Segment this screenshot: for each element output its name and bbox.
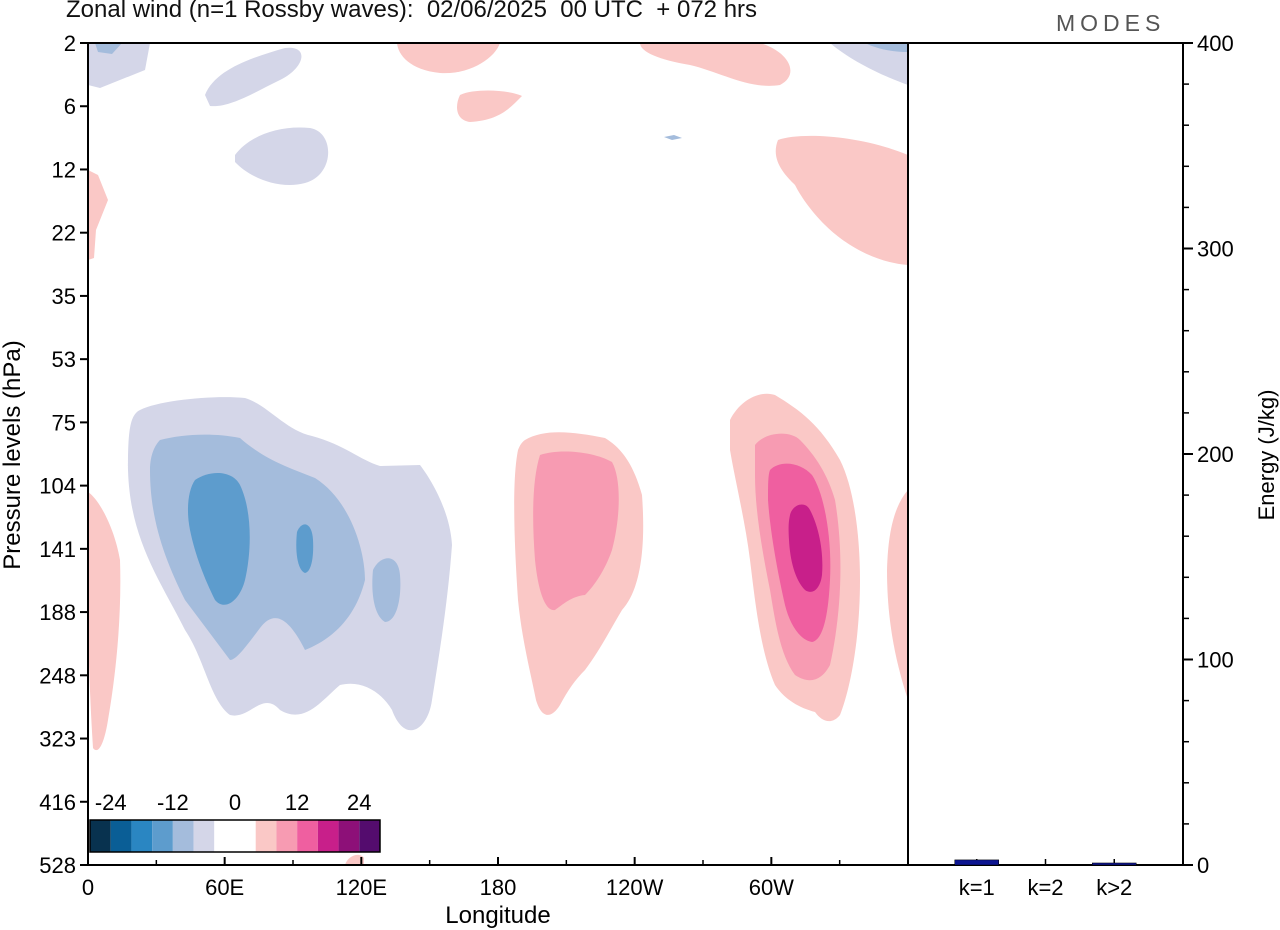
contour-top-right-blue [830,43,908,85]
y-tick-label: 188 [39,600,76,625]
colorbar-swatch [317,820,339,852]
contour-blue-core-small [296,524,314,573]
colorbar-swatch [338,820,360,852]
colorbar-swatch [152,820,173,852]
contour-right-edge-pink [887,490,908,700]
colorbar-swatch [255,820,277,852]
contour-top-pink-3 [640,43,791,86]
energy-x-label: k=2 [1027,875,1063,900]
energy-axes: 0 100 200 300 400 [1183,31,1234,878]
colorbar-swatch [131,820,153,852]
contour-upper-blue-2 [235,127,329,186]
contour-field [88,43,908,865]
colorbar-label: -24 [95,790,127,815]
x-tick-label: 120W [606,875,664,900]
y-tick-label: 6 [64,94,76,119]
contour-blue-side [372,558,401,622]
y-tick-label: 248 [39,663,76,688]
y-tick-label: 35 [52,284,76,309]
contour-pink-60w-core [788,504,823,592]
contour-bottom-pink [345,854,364,865]
y-tick-label: 75 [52,410,76,435]
y-axis-label: Pressure levels (hPa) [0,340,26,569]
y-tick-label: 528 [39,853,76,878]
colorbar-label: 24 [347,790,371,815]
x-tick-label: 0 [82,875,94,900]
colorbar-swatch [297,820,318,852]
y-tick-label: 323 [39,727,76,752]
contour-left-edge-pink-lower [88,492,121,751]
y-tick-label: 141 [39,537,76,562]
contour-top-right-blue-core [865,43,908,52]
contour-left-edge-pink-upper [88,170,108,260]
energy-x-label: k>2 [1096,875,1132,900]
colorbar-swatch [90,820,111,852]
energy-bar [954,859,999,866]
contour-top-pink-1 [397,43,500,74]
x-tick-label: 60W [749,875,794,900]
colorbar-swatch [276,820,298,852]
colorbar-swatch [359,820,380,852]
contour-upper-right-pink [775,135,908,265]
contour-blue-core [187,473,250,605]
colorbar-swatch [214,820,235,852]
contour-top-left-blue [88,43,150,88]
energy-tick-label: 300 [1197,237,1234,262]
colorbar-swatch [110,820,132,852]
colorbar-frame [89,819,381,853]
y-tick-label: 2 [64,31,76,56]
colorbar-label: 12 [285,790,309,815]
y-tick-label: 53 [52,347,76,372]
energy-x-label: k=1 [959,875,995,900]
chart-title: Zonal wind (n=1 Rossby waves): 02/06/202… [66,0,758,23]
modes-logo: MODES [1056,10,1166,36]
colorbar-swatch [235,820,256,852]
contour-top-pink-2 [457,90,522,122]
y-tick-label: 22 [52,221,76,246]
energy-tick-label: 100 [1197,648,1234,673]
contour-pink-180-mid [533,451,619,611]
y-tick-label: 12 [52,157,76,182]
colorbar-swatch [193,820,215,852]
x-axis-label: Longitude [445,902,550,929]
colorbar: -24 -12 0 12 24 [89,790,381,853]
energy-tick-label: 400 [1197,31,1234,56]
energy-axis-label: Energy (J/kg) [1254,390,1279,521]
colorbar-swatch [172,820,194,852]
energy-bar [1092,862,1137,866]
contour-top-left-blue-core [95,43,122,54]
energy-tick-label: 200 [1197,442,1234,467]
energy-tick-label: 0 [1197,853,1209,878]
energy-panel-frame [907,42,1184,866]
colorbar-label: 0 [229,790,241,815]
colorbar-label: -12 [157,790,189,815]
contour-upper-blue-1 [205,47,302,107]
x-tick-label: 180 [480,875,517,900]
y-tick-label: 416 [39,790,76,815]
x-tick-label: 60E [205,875,244,900]
x-tick-label: 120E [336,875,387,900]
contour-speck [664,135,682,140]
energy-bars: k=1 k=2 k>2 [954,859,1137,900]
y-tick-label: 104 [39,474,76,499]
